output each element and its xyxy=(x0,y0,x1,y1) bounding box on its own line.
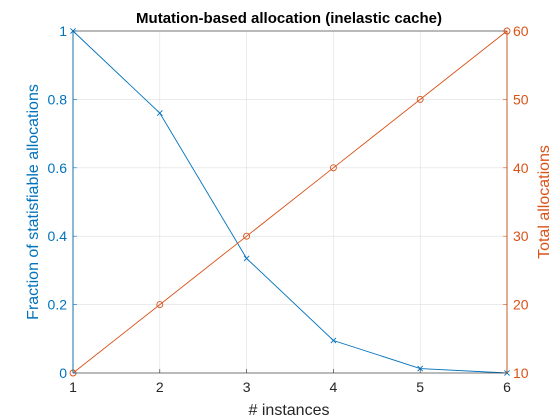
y-axis-label-right: Total allocations xyxy=(536,145,553,259)
y-left-tick-label: 0.4 xyxy=(48,228,68,244)
series-layer xyxy=(69,27,511,377)
chart-title: Mutation-based allocation (inelastic cac… xyxy=(136,10,442,27)
y-left-tick-label: 0 xyxy=(59,365,67,381)
y-axis-label-left: Fraction of statisfiable allocations xyxy=(25,84,42,320)
x-tick-label: 6 xyxy=(503,379,511,395)
y-right-tick-label: 40 xyxy=(513,160,529,176)
series-line-2 xyxy=(72,30,508,374)
y-left-tick-label: 1 xyxy=(59,23,67,39)
data-point-x xyxy=(243,255,250,262)
y-left-tick-label: 0.8 xyxy=(48,91,68,107)
x-axis-label: # instances xyxy=(249,402,330,419)
x-tick-label: 3 xyxy=(243,379,251,395)
x-tick-label: 5 xyxy=(416,379,424,395)
y-right-tick-label: 50 xyxy=(513,91,529,107)
series-line-1 xyxy=(72,30,508,374)
y-left-tick-label: 0.6 xyxy=(48,160,68,176)
data-point-circle xyxy=(156,301,164,309)
y-right-tick-label: 30 xyxy=(513,228,529,244)
data-point-circle xyxy=(329,164,337,172)
data-point-circle xyxy=(243,232,251,240)
x-tick-label: 1 xyxy=(69,379,77,395)
y-right-tick-label: 10 xyxy=(513,365,529,381)
y-left-tick-label: 0.2 xyxy=(48,297,68,313)
x-tick-label: 2 xyxy=(156,379,164,395)
data-point-x xyxy=(156,110,163,116)
data-point-x xyxy=(417,365,424,372)
y-right-tick-label: 60 xyxy=(513,23,529,39)
data-point-circle xyxy=(416,95,424,103)
data-point-x xyxy=(330,337,337,344)
x-tick-label: 4 xyxy=(330,379,338,395)
y-right-tick-label: 20 xyxy=(513,297,529,313)
